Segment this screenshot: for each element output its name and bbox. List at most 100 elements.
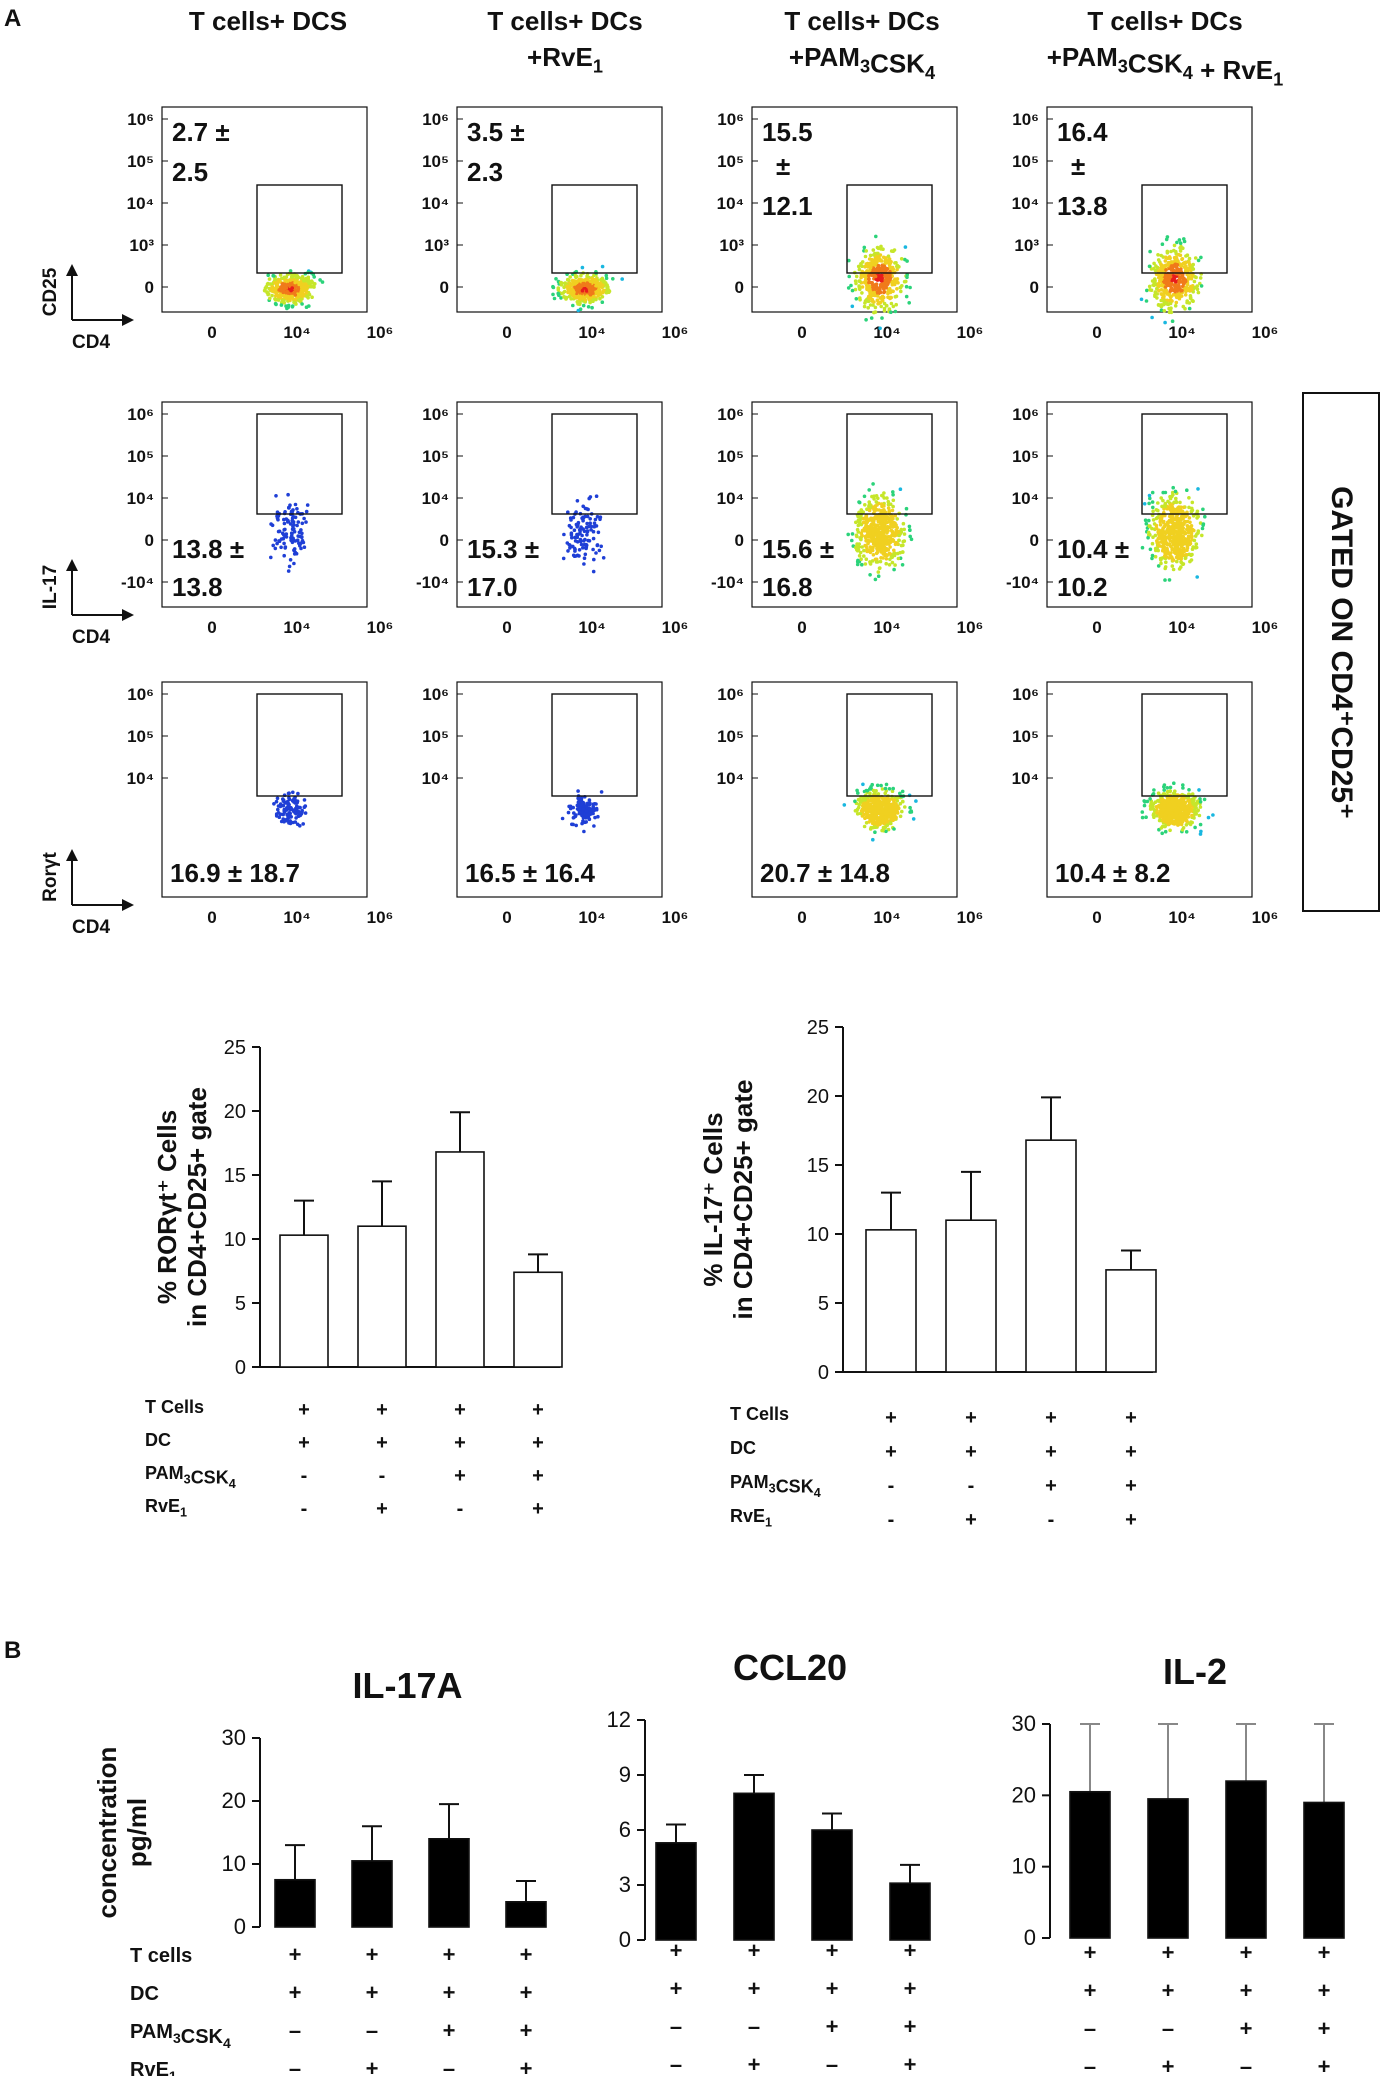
x-tick-label: 10⁶ <box>1252 323 1279 342</box>
condition-sign: + <box>826 1976 839 2001</box>
axis-indicator-x-label: CD4 <box>72 332 110 353</box>
condition-sign: - <box>1048 1509 1055 1531</box>
y-tick-label: 10⁶ <box>1012 110 1039 129</box>
y-tick-label: -10⁴ <box>711 573 744 592</box>
condition-sign: + <box>670 1976 683 2001</box>
column-header-line2: +RvE1 <box>527 42 603 77</box>
gate-percent: 15.5 <box>762 117 813 147</box>
condition-sign: + <box>1125 1509 1137 1531</box>
condition-sign: + <box>366 2056 379 2076</box>
y-tick-label: 15 <box>807 1155 829 1177</box>
plot-frame <box>1046 681 1253 898</box>
il17a-bar-chart: 0 10 20 30 IL-17A concentration pg/ml T cells + +… <box>92 1665 547 2081</box>
gate-box <box>551 693 638 797</box>
flow-plot: 10⁶ 10⁵ 10⁴ 10³ 0 0 10⁴ 10⁶ 3.5 ± 2.3 <box>422 106 688 342</box>
y-tick-label: 10⁵ <box>127 152 154 171</box>
y-tick-label: 10⁵ <box>1012 727 1039 746</box>
x-tick-label: 10⁴ <box>283 323 310 342</box>
y-tick-label: 25 <box>807 1017 829 1039</box>
bar <box>513 1271 563 1368</box>
chart-title: IL-2 <box>1163 1651 1227 1692</box>
x-tick-label: 10⁶ <box>662 618 689 637</box>
gate-box <box>551 413 638 515</box>
y-axis-label-line2: in CD4+CD25+ gate <box>182 1087 212 1327</box>
gate-percent-sd: 2.5 <box>172 157 208 187</box>
condition-table: T Cells + + + + DC + + + + PAM3CSK4 - - + + RvE1 - + - + <box>730 1404 1137 1531</box>
condition-sign: + <box>965 1509 977 1531</box>
condition-table: T cells + + + + DC + + + + PAM3CSK4 – – + + RvE1 – + – + <box>130 1942 533 2081</box>
gate-box <box>551 184 638 274</box>
axis-indicator-x-arrow <box>122 899 134 911</box>
y-tick-label: 0 <box>735 278 744 297</box>
chart-title: IL-17A <box>352 1665 462 1706</box>
scatter-points <box>842 782 918 842</box>
x-tick-label: 10⁶ <box>957 618 984 637</box>
y-tick-label: 10⁵ <box>717 152 744 171</box>
bar <box>1105 1269 1157 1373</box>
y-tick-label: 15 <box>224 1165 246 1187</box>
y-tick-label: 10⁵ <box>127 727 154 746</box>
x-tick-label: 10⁴ <box>283 618 310 637</box>
gate-percent-sd: 2.3 <box>467 157 503 187</box>
gate-percent: 10.4 ± <box>1057 534 1129 564</box>
plot-frame <box>751 106 958 313</box>
plot-frame <box>456 401 663 608</box>
axis-indicator-y-label: CD25 <box>40 267 61 316</box>
y-tick-label: 10⁵ <box>1012 152 1039 171</box>
column-header-line1: T cells+ DCs <box>784 6 939 36</box>
condition-sign: + <box>1084 1978 1097 2003</box>
gate-percent-sd: 13.8 <box>172 572 223 602</box>
y-tick-label: 10 <box>807 1224 829 1246</box>
y-tick-label: 10⁶ <box>1012 685 1039 704</box>
y-tick-label: 10⁶ <box>1012 405 1039 424</box>
flow-plot: 10⁶ 10⁵ 10⁴ 10³ 0 0 10⁴ 10⁶ 15.5 ±12.1 <box>717 106 983 342</box>
condition-sign: + <box>532 1432 544 1454</box>
condition-sign: – <box>670 2014 682 2039</box>
condition-sign: + <box>1162 1978 1175 2003</box>
condition-sign: + <box>1318 1940 1331 1965</box>
y-tick-label: 10³ <box>129 236 154 255</box>
condition-sign: – <box>1162 2016 1174 2041</box>
y-tick-label: 10⁶ <box>717 405 744 424</box>
condition-sign: + <box>298 1399 310 1421</box>
scatter-points <box>262 269 325 311</box>
column-header-line1: T cells+ DCs <box>487 6 642 36</box>
column-header-line1: T cells+ DCs <box>1087 6 1242 36</box>
plot-frame <box>161 401 368 608</box>
condition-sign: - <box>888 1475 895 1497</box>
condition-sign: - <box>457 1498 464 1520</box>
gate-percent-sd: 17.0 <box>467 572 518 602</box>
condition-sign: + <box>454 1465 466 1487</box>
gate-percent: 16.9 ± 18.7 <box>170 858 300 888</box>
condition-sign: + <box>1318 2016 1331 2041</box>
bar <box>655 1842 697 1941</box>
x-tick-label: 10⁶ <box>367 323 394 342</box>
condition-sign: – <box>670 2052 682 2076</box>
gate-percent-sd: 16.8 <box>762 572 813 602</box>
condition-sign: + <box>1318 1978 1331 2003</box>
x-tick-label: 10⁶ <box>367 908 394 927</box>
ccl20-bar-chart: 0 3 6 9 12 CCL20 + + + + + + + + – – + + – + – + <box>607 1647 931 2077</box>
column-header-line2: +PAM3CSK4 <box>789 42 936 83</box>
column-header: T cells+ DCs +PAM3CSK4 + RvE1 <box>1047 6 1284 90</box>
condition-sign: – <box>1240 2054 1252 2076</box>
y-tick-label: 3 <box>619 1872 631 1897</box>
column-header: T cells+ DCs +RvE1 <box>487 6 642 77</box>
condition-sign: + <box>904 1938 917 1963</box>
bar <box>945 1219 997 1373</box>
y-tick-label: 10⁵ <box>717 727 744 746</box>
condition-row-label: T cells <box>130 1945 192 1967</box>
gate-percent: 20.7 ± 14.8 <box>760 858 890 888</box>
x-tick-label: 0 <box>797 618 806 637</box>
bar <box>811 1829 853 1941</box>
y-tick-label: 10⁵ <box>717 447 744 466</box>
gate-box <box>846 413 933 515</box>
y-tick-label: 10⁴ <box>127 769 154 788</box>
y-tick-label: 10⁴ <box>717 769 744 788</box>
condition-sign: + <box>366 1942 379 1967</box>
x-tick-label: 10⁴ <box>578 618 605 637</box>
condition-row-label: T Cells <box>145 1397 204 1417</box>
scatter-points <box>269 492 310 573</box>
y-tick-label: 10⁴ <box>127 194 154 213</box>
condition-sign: + <box>520 1980 533 2005</box>
